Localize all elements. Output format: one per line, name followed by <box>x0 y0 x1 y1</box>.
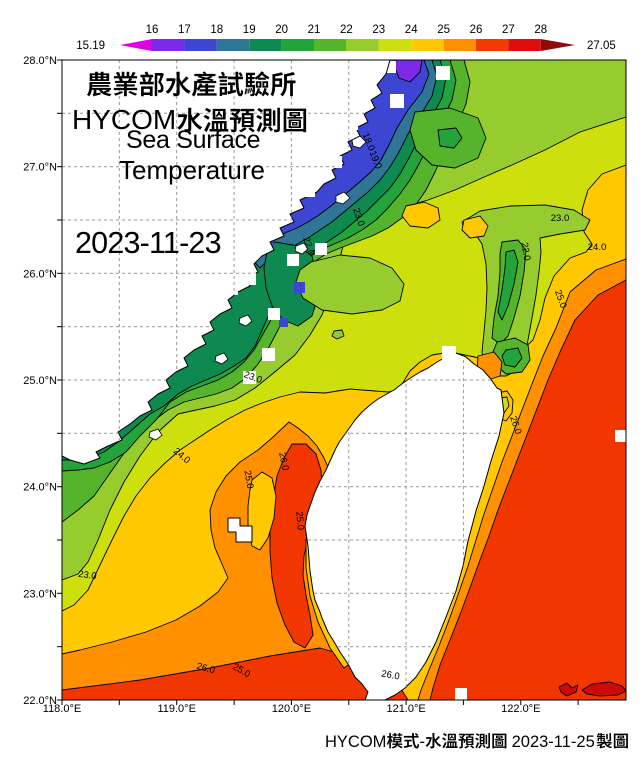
svg-text:24: 24 <box>405 24 418 36</box>
svg-text:22.0°N: 22.0°N <box>23 695 57 707</box>
svg-text:23: 23 <box>372 24 385 36</box>
svg-text:22.0: 22.0 <box>300 236 316 257</box>
svg-text:Temperature: Temperature <box>119 155 265 185</box>
svg-text:27.0°N: 27.0°N <box>23 162 57 174</box>
svg-text:HYCOM: HYCOM <box>325 733 386 751</box>
svg-text:26.0: 26.0 <box>507 415 523 436</box>
svg-text:20: 20 <box>275 24 288 36</box>
svg-text:119.0°E: 119.0°E <box>157 703 195 715</box>
svg-text:26.0°N: 26.0°N <box>23 268 57 280</box>
svg-text:122.0°E: 122.0°E <box>501 703 540 715</box>
svg-text:121.0°E: 121.0°E <box>386 703 425 715</box>
svg-text:-: - <box>420 733 426 751</box>
svg-text:HYCOM: HYCOM <box>72 104 176 135</box>
svg-text:27.05: 27.05 <box>587 40 616 52</box>
svg-text:118.0°E: 118.0°E <box>43 703 81 715</box>
svg-text:2023-11-25: 2023-11-25 <box>512 733 595 751</box>
svg-text:27: 27 <box>502 24 515 36</box>
svg-text:25: 25 <box>437 24 450 36</box>
svg-text:22.0: 22.0 <box>518 242 532 262</box>
svg-text:120.0°E: 120.0°E <box>272 703 311 715</box>
svg-text:26.0: 26.0 <box>276 451 291 471</box>
svg-text:26.0: 26.0 <box>380 669 400 683</box>
svg-text:24.0: 24.0 <box>588 242 607 253</box>
svg-text:15.19: 15.19 <box>76 40 105 52</box>
svg-text:17: 17 <box>178 24 191 36</box>
svg-text:23.0: 23.0 <box>551 213 570 224</box>
svg-text:21: 21 <box>308 24 321 36</box>
svg-text:19: 19 <box>243 24 256 36</box>
svg-text:25.0: 25.0 <box>241 470 255 490</box>
svg-text:25.0: 25.0 <box>293 511 306 530</box>
svg-text:25.0°N: 25.0°N <box>23 375 57 387</box>
svg-text:26.0: 26.0 <box>195 661 216 676</box>
svg-text:28.0°N: 28.0°N <box>23 55 57 67</box>
svg-text:22: 22 <box>340 24 353 36</box>
svg-text:Sea Surface: Sea Surface <box>126 126 260 154</box>
svg-text:23.0: 23.0 <box>77 569 97 582</box>
svg-text:28: 28 <box>534 24 547 36</box>
svg-text:23.0: 23.0 <box>350 207 366 228</box>
svg-text:26: 26 <box>470 24 483 36</box>
svg-text:2023-11-23: 2023-11-23 <box>75 226 221 260</box>
svg-text:16: 16 <box>146 24 159 36</box>
svg-text:18: 18 <box>210 24 223 36</box>
svg-text:23.0°N: 23.0°N <box>23 588 57 600</box>
svg-text:24.0°N: 24.0°N <box>23 482 57 494</box>
